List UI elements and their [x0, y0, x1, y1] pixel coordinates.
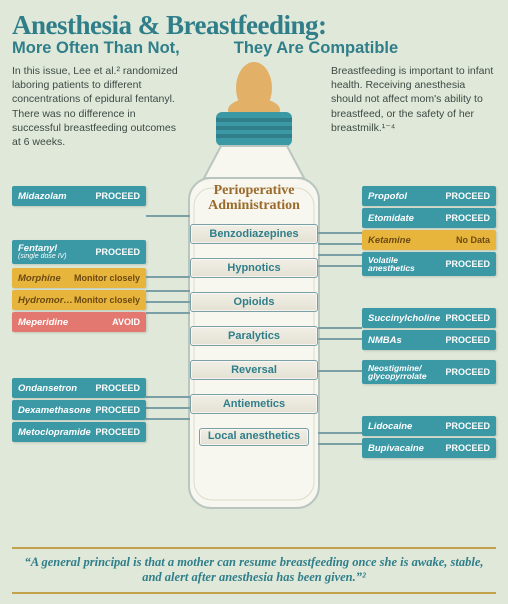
drug-name: Lidocaine — [368, 421, 445, 432]
connector-line — [318, 232, 362, 234]
drug-pill: MeperidineAVOID — [12, 312, 146, 332]
drug-pill: NMBAsPROCEED — [362, 330, 496, 350]
connector-line — [146, 418, 190, 420]
connector-line — [146, 407, 190, 409]
category-label: Paralytics — [190, 326, 318, 346]
drug-pill: KetamineNo Data — [362, 230, 496, 250]
drug-action: PROCEED — [445, 259, 490, 269]
drug-action: PROCEED — [445, 367, 490, 377]
drug-name: Ketamine — [368, 235, 456, 246]
drug-name: Bupivacaine — [368, 443, 445, 454]
connector-line — [146, 301, 190, 303]
connector-line — [318, 432, 362, 434]
connector-line — [146, 276, 190, 278]
drug-pill: PropofolPROCEED — [362, 186, 496, 206]
page-subtitle: More Often Than Not, They Are Compatible — [12, 39, 496, 58]
drug-name: Ondansetron — [18, 383, 95, 394]
drug-action: PROCEED — [445, 313, 490, 323]
subtitle-right: They Are Compatible — [234, 39, 398, 57]
drug-name: Fentanyl(single dose IV) — [18, 244, 95, 260]
connector-line — [318, 370, 362, 372]
page-title: Anesthesia & Breastfeeding: — [12, 10, 496, 41]
drug-name: Succinylcholine — [368, 313, 445, 324]
drug-pill: DexamethasonePROCEED — [12, 400, 146, 420]
drug-pill: MidazolamPROCEED — [12, 186, 146, 206]
drug-name: Morphine — [18, 273, 74, 284]
drug-pill: Neostigmine/ glycopyrrolatePROCEED — [362, 360, 496, 384]
drug-pill: EtomidatePROCEED — [362, 208, 496, 228]
drug-action: Monitor closely — [74, 295, 140, 305]
drug-action: PROCEED — [445, 421, 490, 431]
drug-name: Hydromorphone — [18, 295, 74, 306]
drug-pill: MetoclopramidePROCEED — [12, 422, 146, 442]
drug-name: Meperidine — [18, 317, 112, 328]
category-label: Local anesthetics — [199, 428, 309, 446]
infographic-root: Anesthesia & Breastfeeding: More Often T… — [0, 0, 508, 604]
drug-name: Neostigmine/ glycopyrrolate — [368, 364, 445, 381]
drug-pill: MorphineMonitor closely — [12, 268, 146, 288]
category-label: Opioids — [190, 292, 318, 312]
drug-action: No Data — [456, 235, 490, 245]
category-label: Benzodiazepines — [190, 224, 318, 244]
drug-pill: OndansetronPROCEED — [12, 378, 146, 398]
category-label: Antiemetics — [190, 394, 318, 414]
drug-name: Dexamethasone — [18, 405, 95, 416]
drug-action: PROCEED — [445, 335, 490, 345]
connector-line — [318, 243, 362, 245]
drug-pill: HydromorphoneMonitor closely — [12, 290, 146, 310]
drug-name: Midazolam — [18, 191, 95, 202]
perioperative-heading: Perioperative Administration — [208, 184, 300, 213]
drug-name: Metoclopramide — [18, 427, 95, 438]
connector-line — [318, 327, 362, 329]
drug-pill: LidocainePROCEED — [362, 416, 496, 436]
drug-name: Etomidate — [368, 213, 445, 224]
connector-line — [318, 443, 362, 445]
drug-action: PROCEED — [95, 247, 140, 257]
intro-right: Breastfeeding is important to infant hea… — [331, 64, 496, 149]
connector-line — [318, 338, 362, 340]
intro-left: In this issue, Lee et al.² randomized la… — [12, 64, 182, 149]
subtitle-left: More Often Than Not, — [12, 39, 180, 57]
drug-action: AVOID — [112, 317, 140, 327]
drug-pill: Volatile anestheticsPROCEED — [362, 252, 496, 276]
drug-action: PROCEED — [95, 191, 140, 201]
drug-pill: BupivacainePROCEED — [362, 438, 496, 458]
drug-action: PROCEED — [445, 443, 490, 453]
drug-pill: Fentanyl(single dose IV)PROCEED — [12, 240, 146, 264]
drug-action: PROCEED — [95, 405, 140, 415]
footer-quote: “A general principal is that a mother ca… — [12, 547, 496, 594]
category-label: Hypnotics — [190, 258, 318, 278]
drug-name: NMBAs — [368, 335, 445, 346]
drug-name: Propofol — [368, 191, 445, 202]
drug-action: PROCEED — [445, 213, 490, 223]
drug-action: PROCEED — [445, 191, 490, 201]
connector-line — [318, 254, 362, 256]
drug-action: PROCEED — [95, 427, 140, 437]
connector-line — [146, 396, 190, 398]
drug-pill: SuccinylcholinePROCEED — [362, 308, 496, 328]
drug-name: Volatile anesthetics — [368, 256, 445, 273]
drug-action: Monitor closely — [74, 273, 140, 283]
connector-line — [146, 312, 190, 314]
drug-action: PROCEED — [95, 383, 140, 393]
category-label: Reversal — [190, 360, 318, 380]
connector-line — [146, 290, 190, 292]
connector-line — [146, 215, 190, 217]
connector-line — [318, 265, 362, 267]
